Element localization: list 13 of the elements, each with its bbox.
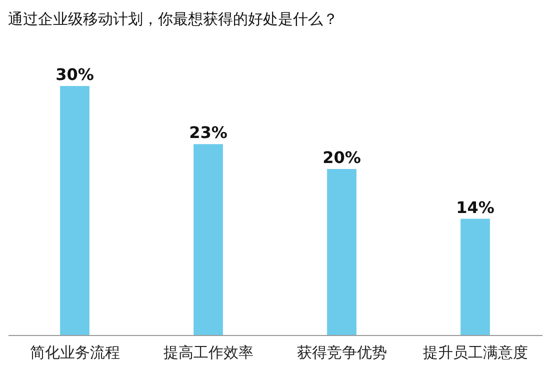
chart-title: 通过企业级移动计划，你最想获得的好处是什么？ [8,10,338,28]
bar [460,218,490,335]
x-tick-label: 提升员工满意度 [422,344,528,362]
bar [327,169,356,335]
x-tick-label: 简化业务流程 [30,344,120,362]
x-tick-label: 提高工作效率 [163,344,254,362]
bar [60,86,90,335]
data-label: 30% [56,65,94,84]
data-label: 23% [189,123,228,142]
data-label: 20% [322,148,361,167]
bar [194,144,223,335]
x-tick-label: 获得竞争优势 [296,344,387,362]
data-label: 14% [456,198,494,217]
